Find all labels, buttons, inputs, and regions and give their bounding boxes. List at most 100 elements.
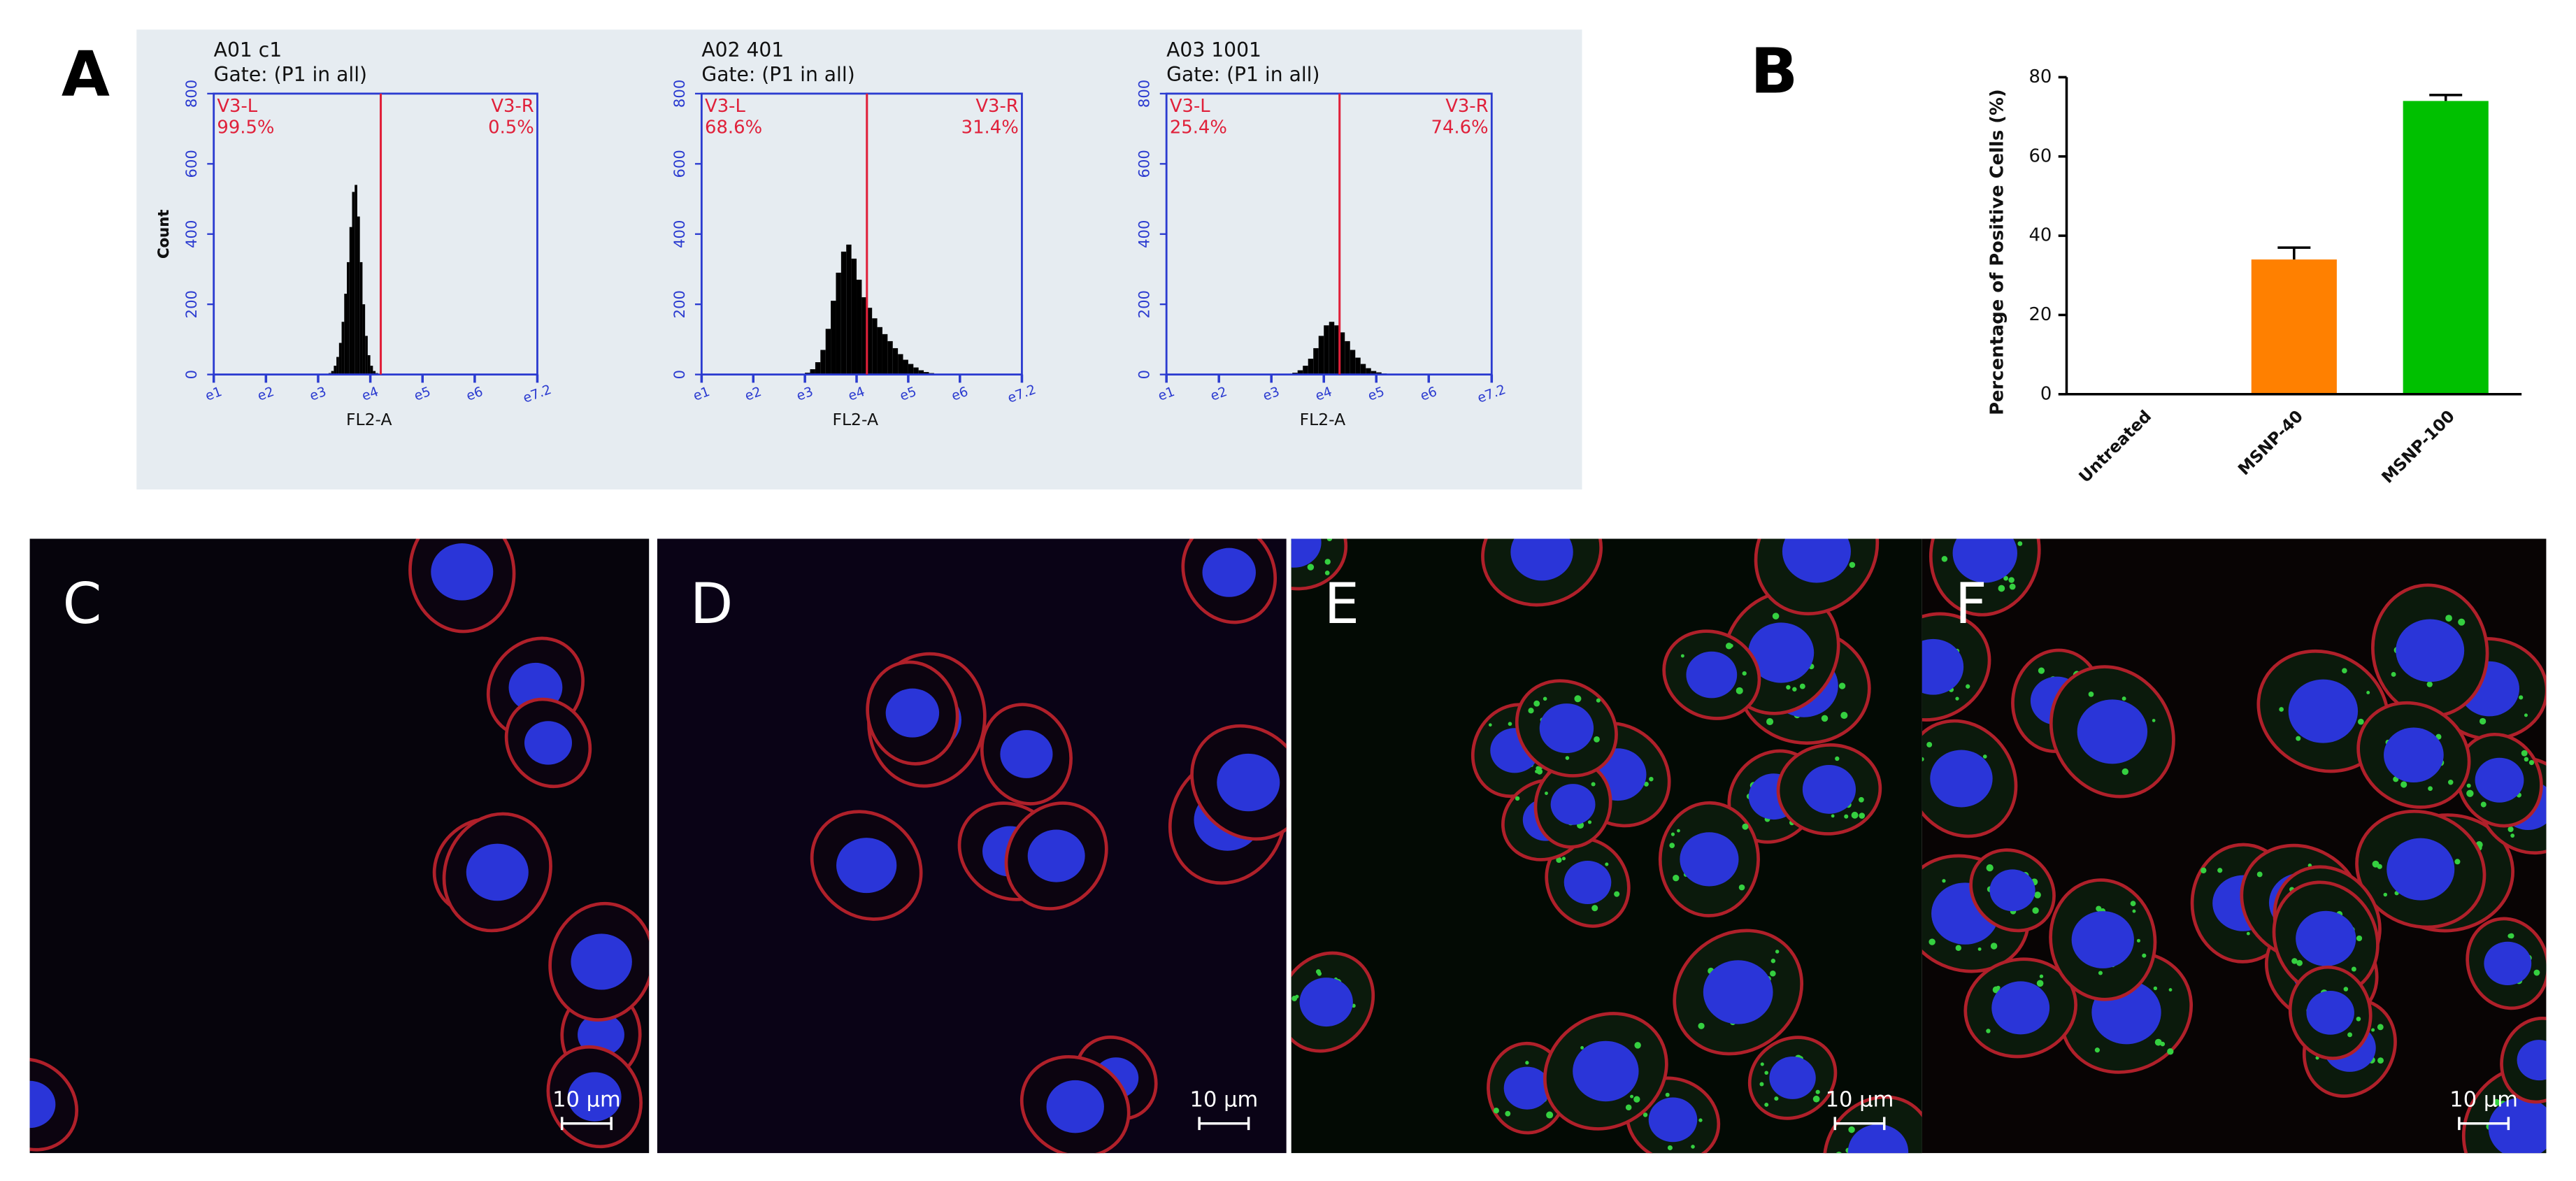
particle <box>2377 1024 2384 1031</box>
nucleus <box>1952 538 2017 583</box>
particle <box>2246 931 2250 936</box>
nucleus <box>1503 1066 1551 1110</box>
particle <box>2556 823 2563 830</box>
chart-title: A02 401 <box>701 38 784 62</box>
particle <box>1587 820 1592 824</box>
panel-label: E <box>1324 571 1359 636</box>
nucleus <box>885 688 940 738</box>
scale-bar-label: 10 µm <box>1190 1087 1259 1112</box>
nucleus <box>431 543 494 601</box>
region-name: V3-L <box>705 96 745 117</box>
particle <box>2009 583 2016 590</box>
particle <box>2154 1038 2162 1046</box>
cells <box>29 538 650 1152</box>
y-axis-label: Count <box>155 210 172 259</box>
particle <box>1942 879 1946 883</box>
histogram-bar <box>1355 357 1361 375</box>
particle <box>2371 1028 2375 1032</box>
nucleus <box>29 1080 56 1129</box>
particle <box>2454 859 2461 865</box>
particle <box>1669 843 1675 848</box>
particle <box>1849 1178 1853 1181</box>
particle <box>1998 585 2005 592</box>
particle <box>1774 1096 1779 1101</box>
particle <box>2508 933 2514 939</box>
histogram-bar <box>362 304 366 375</box>
particle <box>1665 1092 1670 1097</box>
y-tick-label: 0 <box>2040 383 2052 404</box>
particle <box>2153 986 2158 991</box>
particle <box>2559 1039 2564 1044</box>
particle <box>2142 953 2147 958</box>
chart-title: A01 c1 <box>214 38 282 62</box>
particle <box>1847 524 1852 528</box>
particle <box>2533 969 2540 976</box>
histogram-bar <box>370 366 373 375</box>
region-name: V3-R <box>491 96 534 117</box>
particle <box>2098 971 2103 975</box>
panel-label: A <box>62 38 110 111</box>
histogram-bar <box>357 216 360 375</box>
particle <box>1680 654 1684 658</box>
particle <box>2017 541 2023 546</box>
panel-a-background <box>136 29 1582 490</box>
particle <box>2377 1057 2384 1064</box>
nucleus <box>1027 829 1085 882</box>
histogram-bar <box>344 294 348 375</box>
particle <box>1845 531 1851 537</box>
histogram-bar <box>913 367 919 375</box>
particle <box>1776 513 1782 519</box>
particle <box>2507 826 2514 833</box>
particle <box>1736 687 1743 694</box>
particle <box>2217 868 2223 873</box>
bar <box>2403 101 2489 394</box>
histogram-bar <box>338 343 342 375</box>
y-tick-label: 40 <box>2028 225 2052 246</box>
particle <box>2519 695 2524 700</box>
particle <box>2557 1047 2563 1053</box>
particle <box>1505 516 1511 522</box>
particle <box>1729 643 1733 648</box>
particle <box>1488 723 1492 727</box>
histogram-bar <box>336 357 339 375</box>
histogram-bar <box>1339 332 1345 375</box>
particle <box>1698 1118 1703 1122</box>
particle <box>2479 717 2486 725</box>
error-bar <box>2277 246 2311 260</box>
nucleus <box>2396 619 2465 682</box>
particle <box>1835 756 1840 761</box>
y-tick-label: 800 <box>183 80 200 108</box>
histogram-bar <box>820 350 826 375</box>
y-tick-label: 0 <box>1136 370 1153 379</box>
particle <box>1986 1029 1991 1033</box>
particle <box>2426 681 2433 687</box>
particle <box>2342 668 2347 673</box>
particle <box>2357 718 2364 725</box>
chart-subtitle: Gate: (P1 in all) <box>214 63 367 86</box>
particle <box>1536 768 1543 775</box>
particle <box>1957 514 1961 517</box>
histogram-bar <box>1345 341 1350 375</box>
nucleus <box>2296 910 2356 966</box>
histogram-bar <box>349 227 352 375</box>
particle <box>2038 667 2045 674</box>
histogram-bar <box>908 364 914 375</box>
nucleus <box>1680 832 1739 887</box>
nucleus <box>1573 1040 1639 1102</box>
particle <box>1565 756 1570 760</box>
scale-bar-label: 10 µm <box>2449 1087 2518 1112</box>
particle <box>1844 814 1849 819</box>
particle <box>1821 715 1829 722</box>
particle <box>2121 696 2126 701</box>
histogram-bar <box>846 244 852 375</box>
particle <box>2554 1037 2560 1043</box>
nucleus <box>1550 784 1596 825</box>
x-tick-label: Untreated <box>2075 406 2155 487</box>
particle <box>2256 871 2263 878</box>
particle <box>2096 906 2102 912</box>
particle <box>2366 691 2370 694</box>
particle <box>2552 1054 2559 1061</box>
histogram-bar <box>1350 350 1356 375</box>
histogram-bar <box>352 192 355 375</box>
